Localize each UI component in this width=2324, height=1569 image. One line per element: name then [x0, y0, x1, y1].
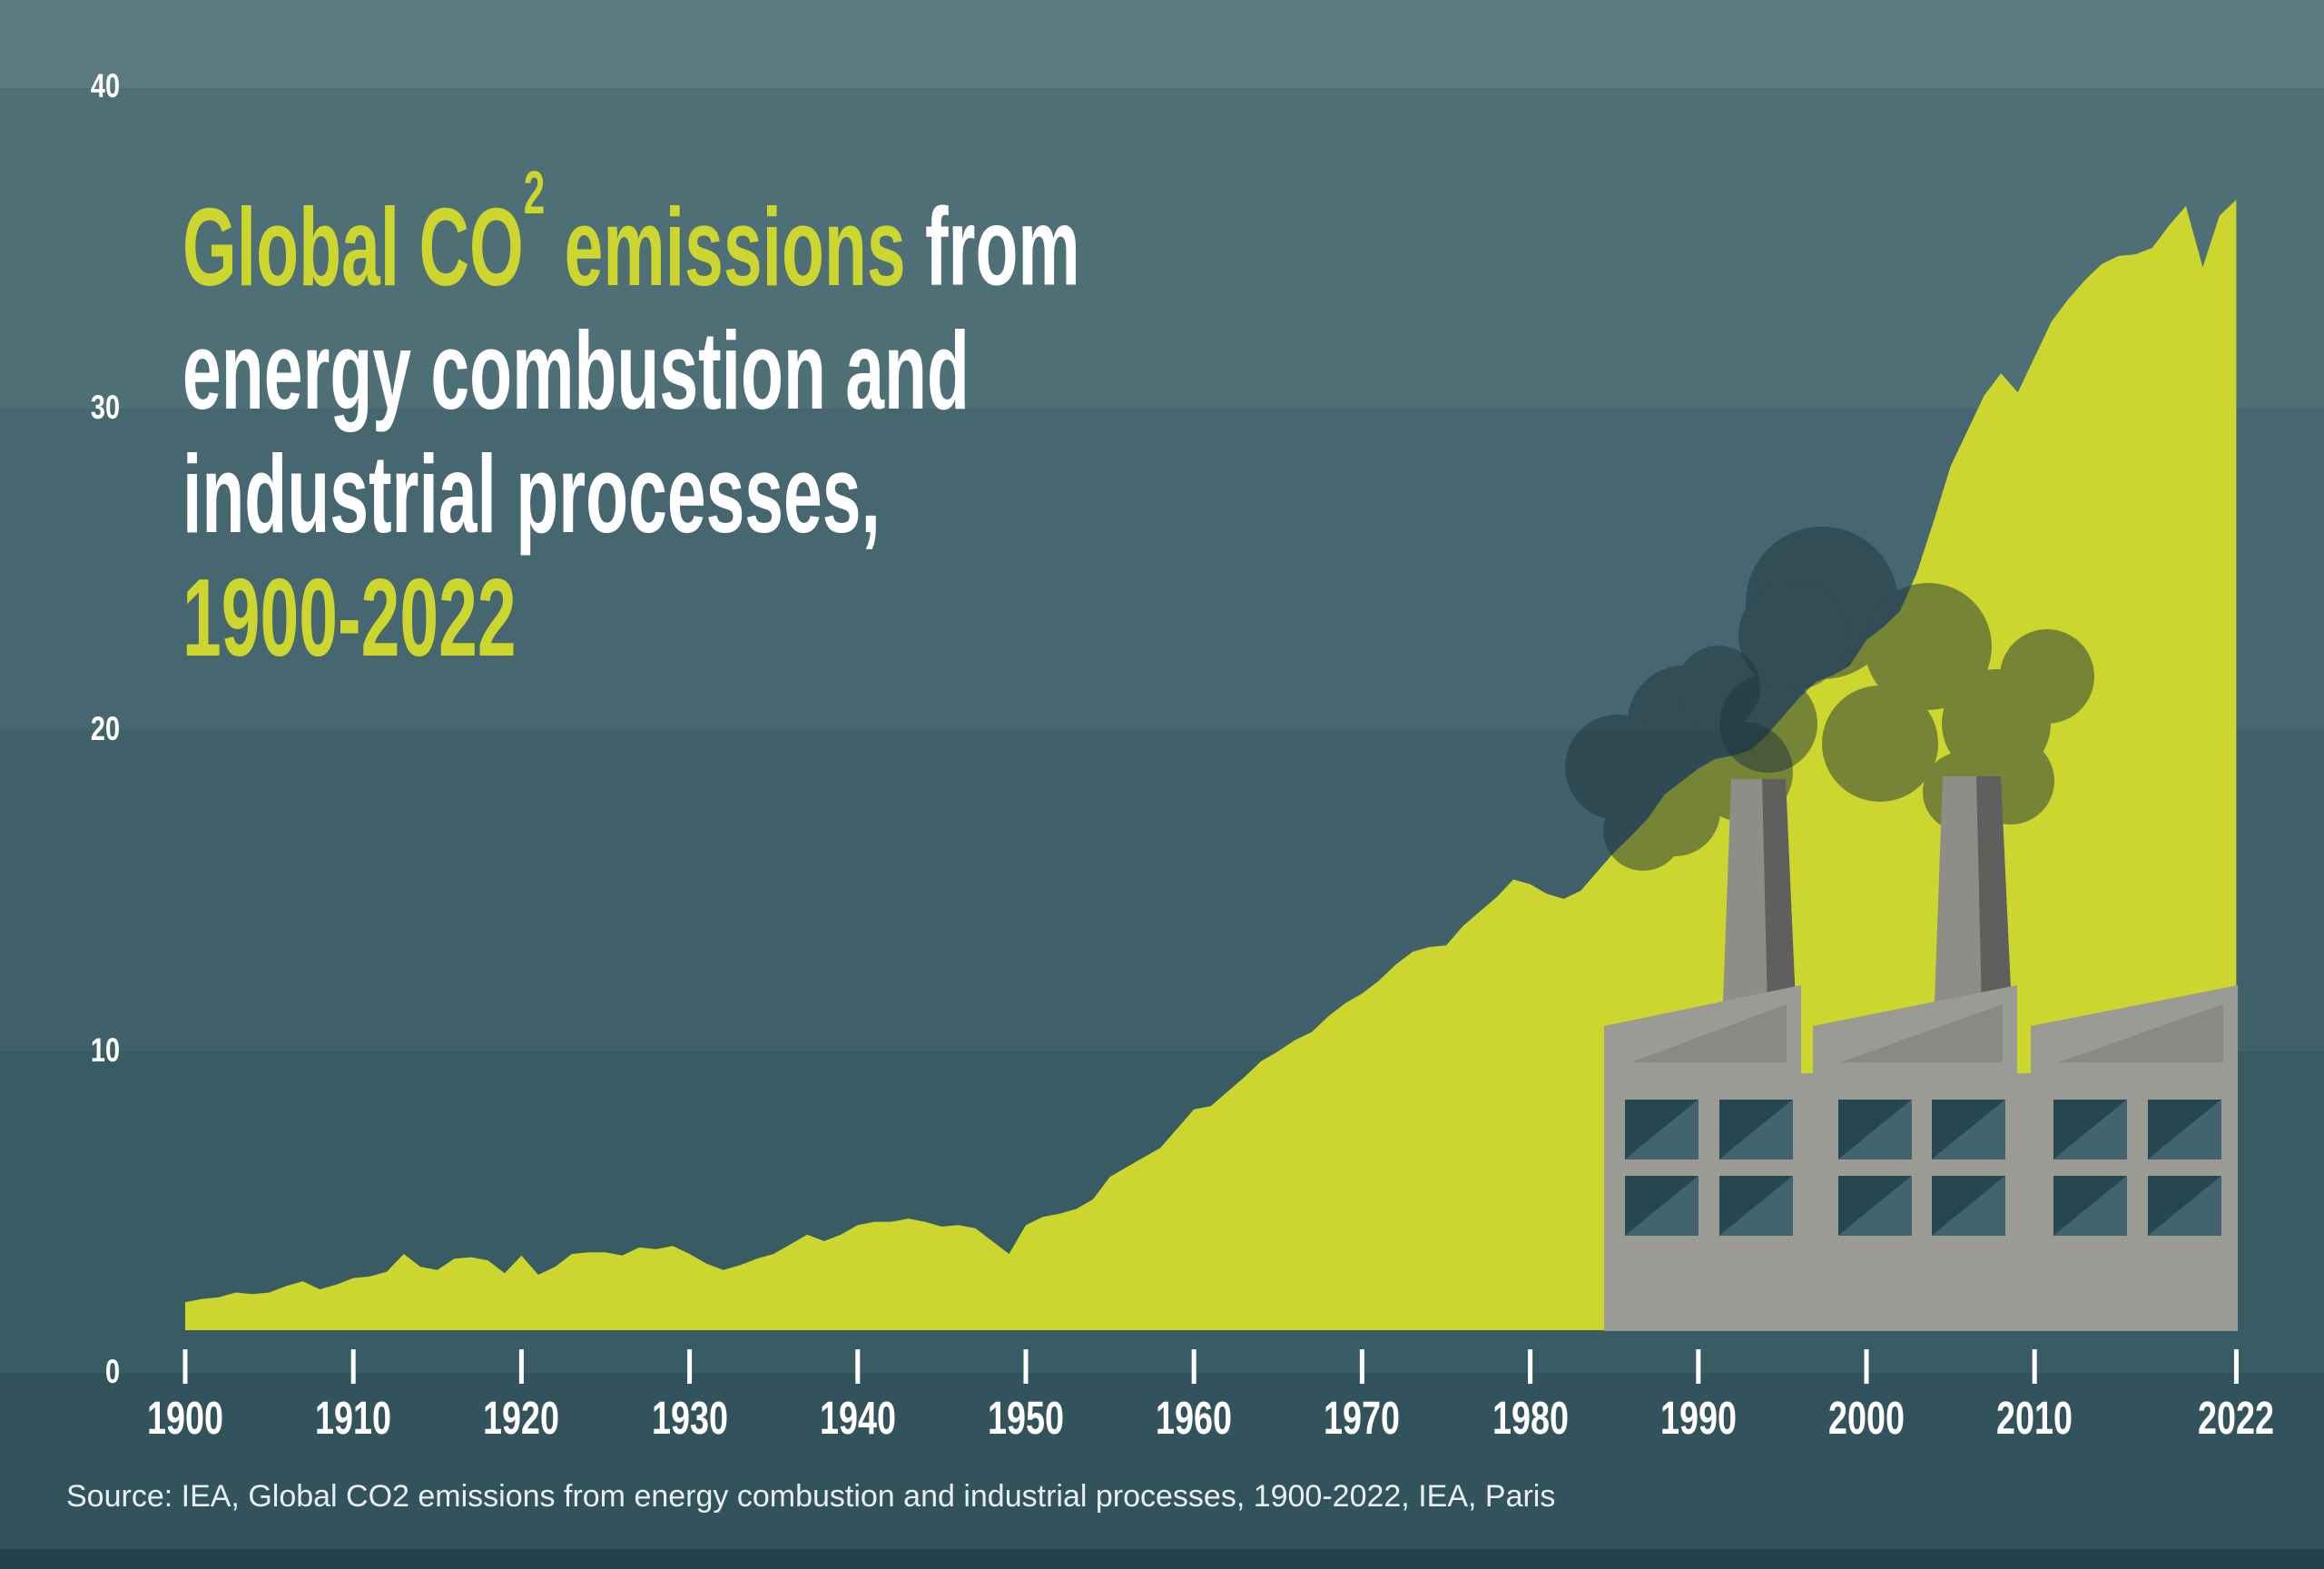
window-pane-light [2053, 1176, 2127, 1236]
smoke-puff [1719, 675, 1817, 773]
background-band-5 [0, 1373, 2324, 1569]
window-pane-light [1625, 1100, 1699, 1159]
window-pane-light [1932, 1176, 2005, 1236]
window-pane-light [2148, 1100, 2221, 1159]
window-pane-light [1838, 1100, 1912, 1159]
smoke-puff [1603, 791, 1683, 871]
chart-title: Global CO2 emissions from energy combust… [182, 159, 1607, 679]
background-band-0 [0, 0, 2324, 88]
smoke-puff [1865, 583, 1992, 710]
factory-building [1604, 1073, 2238, 1331]
roof-tooth-shade-2 [2058, 1004, 2223, 1062]
smoke-plume-right-icon [1719, 527, 2094, 832]
superscript-2: 2 [523, 159, 546, 228]
window-pane-light [1719, 1100, 1793, 1159]
source-attribution: Source: IEA, Global CO2 emissions from e… [66, 1479, 1556, 1514]
title-line-2: energy combustion and [182, 308, 970, 432]
window-pane-light [1719, 1176, 1793, 1236]
window-pane-light [1625, 1176, 1699, 1236]
title-line-3: industrial processes, [182, 431, 881, 556]
factory-windows [1625, 1100, 2221, 1236]
factory-sawtooth-roof [1604, 985, 2238, 1073]
smoke-puff [1738, 581, 1847, 690]
roof-tooth-shade-0 [1631, 1004, 1787, 1062]
window-pane-light [2053, 1100, 2127, 1159]
smoke-puff [1822, 686, 1938, 802]
window-pane-light [1838, 1176, 1912, 1236]
roof-tooth-shade-1 [1840, 1004, 2003, 1062]
factory-icon [1604, 776, 2238, 1331]
title-line-4: 1900-2022 [182, 555, 517, 679]
window-pane-light [1932, 1100, 2005, 1159]
background-band-1 [0, 88, 2324, 409]
smoke-puff [2000, 629, 2094, 724]
x-axis-ticks [182, 1349, 2239, 1384]
window-pane-light [2148, 1176, 2221, 1236]
title-line-1: Global CO2 emissions from [182, 159, 1080, 309]
bottom-bar [0, 1549, 2324, 1569]
